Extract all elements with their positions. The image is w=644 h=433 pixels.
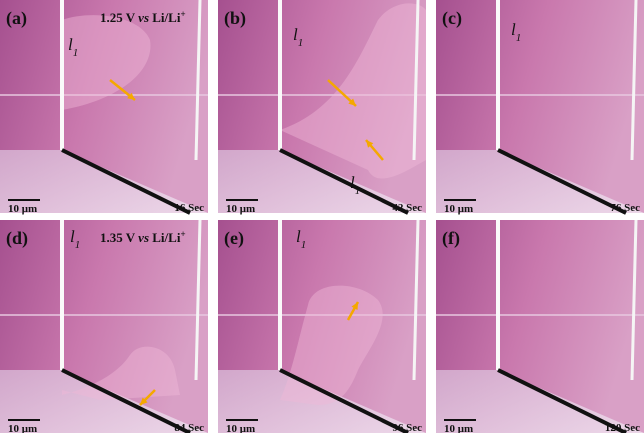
potential-part: vs xyxy=(138,230,149,245)
phase-subscript: 1 xyxy=(73,47,79,59)
potential-part: 1.35 V xyxy=(100,230,138,245)
panel-label: (a) xyxy=(6,8,27,29)
panel-label: (f) xyxy=(442,228,460,249)
timestamp: 42 Sec xyxy=(392,202,422,214)
panel: (f) 10 μm 120 Sec xyxy=(436,220,644,433)
phase-subscript: 1 xyxy=(298,37,304,49)
potential-label: 1.35 V vs Li/Li+ xyxy=(100,229,186,245)
scale-bar-label: 10 μm xyxy=(226,203,255,215)
timestamp: 76 Sec xyxy=(610,202,640,214)
scale-bar-label: 10 μm xyxy=(444,423,473,433)
scale-bar-label: 10 μm xyxy=(226,423,255,433)
timestamp: 120 Sec xyxy=(605,422,640,433)
potential-part: + xyxy=(180,9,185,19)
timestamp: 16 Sec xyxy=(174,202,204,214)
timestamp: 96 Sec xyxy=(392,422,422,433)
potential-part: 1.25 V xyxy=(100,10,138,25)
panel-label: (b) xyxy=(224,8,246,29)
phase-subscript: 1 xyxy=(301,239,307,251)
scale-bar-label: 10 μm xyxy=(8,423,37,433)
scale-bar-label: 10 μm xyxy=(444,203,473,215)
phase-subscript: 1 xyxy=(516,32,522,44)
phase-subscript: 1 xyxy=(75,239,81,251)
potential-part: Li/Li xyxy=(149,230,181,245)
phase-subscript: 1 xyxy=(355,185,361,197)
figure: (a)1.25 V vs Li/Li+l110 μm16 Sec(b)l1l11… xyxy=(0,0,644,433)
panel-label: (e) xyxy=(224,228,244,249)
scale-bar-label: 10 μm xyxy=(8,203,37,215)
panel-label: (c) xyxy=(442,8,462,29)
panel-label: (d) xyxy=(6,228,28,249)
potential-label: 1.25 V vs Li/Li+ xyxy=(100,9,186,25)
potential-part: Li/Li xyxy=(149,10,181,25)
potential-part: + xyxy=(180,229,185,239)
potential-part: vs xyxy=(138,10,149,25)
timestamp: 84 Sec xyxy=(174,422,204,433)
